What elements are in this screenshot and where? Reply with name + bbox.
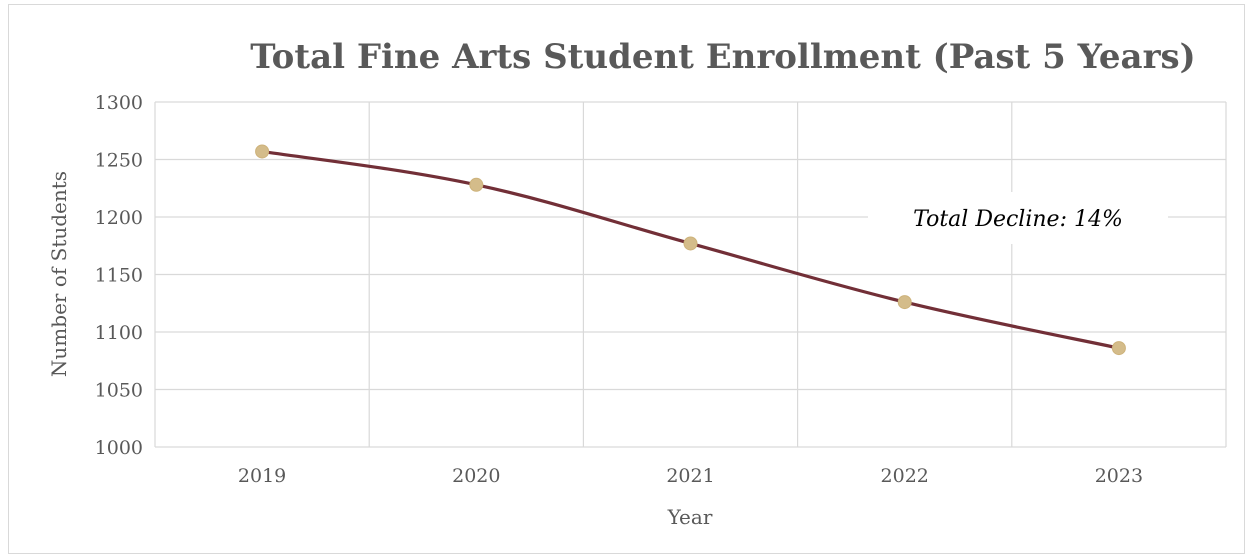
data-point-2019 [255,144,270,159]
y-tick-labels: 1000 1050 1100 1150 1200 1250 1300 [95,92,143,459]
data-point-2023 [1111,341,1126,356]
total-decline-annotation: Total Decline: 14% [913,207,1123,232]
y-axis-label: Number of Students [47,171,71,377]
annotation-background [868,192,1168,244]
x-axis-label: Year [667,505,713,529]
x-tick-labels: 2019 2020 2021 2022 2023 [238,465,1143,487]
y-tick-label-1250: 1250 [95,150,143,172]
y-tick-label-1100: 1100 [95,322,143,344]
series-layer [255,144,1126,356]
x-tick-label-2023: 2023 [1095,465,1143,487]
x-tick-label-2022: 2022 [881,465,929,487]
y-tick-label-1000: 1000 [95,437,143,459]
chart-frame [8,4,1245,554]
y-tick-label-1150: 1150 [95,265,143,287]
data-point-2021 [683,236,698,251]
grid-lines [154,101,1227,448]
y-tick-label-1050: 1050 [95,380,143,402]
data-point-2022 [897,295,912,310]
data-point-2020 [469,177,484,192]
x-tick-label-2021: 2021 [666,465,714,487]
y-tick-label-1300: 1300 [95,92,143,114]
x-tick-label-2019: 2019 [238,465,286,487]
y-tick-label-1200: 1200 [95,207,143,229]
x-tick-label-2020: 2020 [452,465,500,487]
chart-title: Total Fine Arts Student Enrollment (Past… [250,37,1195,77]
